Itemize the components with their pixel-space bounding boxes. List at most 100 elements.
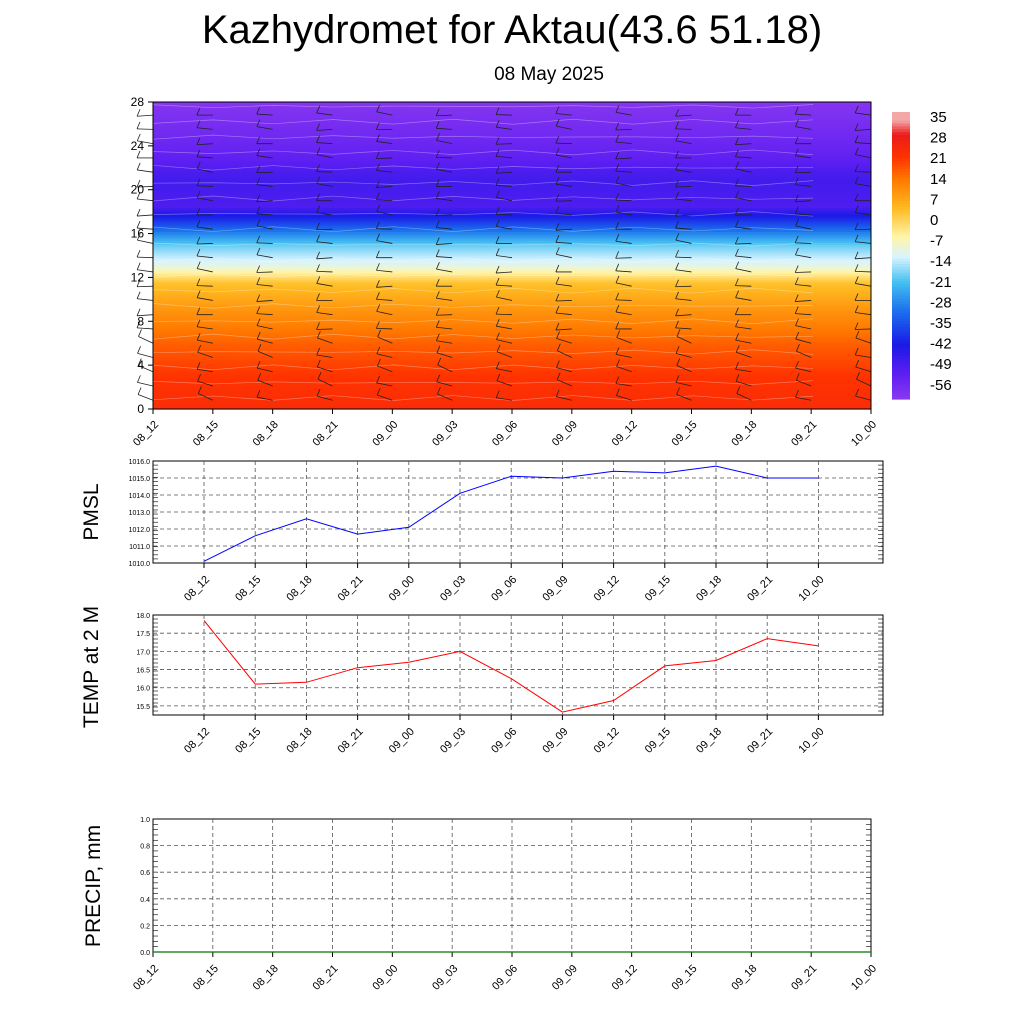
colorbar-segment [892, 169, 910, 173]
wind-barb-flag [316, 147, 321, 155]
wind-barb [676, 365, 692, 373]
wind-barb [257, 350, 273, 358]
colorbar-segment [892, 134, 910, 139]
wind-barb [137, 314, 154, 317]
wind-barb [557, 350, 573, 358]
heatmap-contour [152, 104, 814, 109]
wind-barb [316, 212, 333, 216]
wind-barb-flag [854, 276, 859, 284]
page-subtitle: 08 May 2025 [494, 64, 604, 85]
wind-barb [555, 300, 572, 302]
wind-barb [855, 212, 872, 216]
heatmap-cell [153, 183, 871, 186]
colorbar-segment [892, 396, 910, 400]
wind-barb-flag [256, 218, 261, 227]
wind-barb [496, 325, 513, 330]
x-tick-label: 09_06 [490, 963, 520, 993]
wind-barb-flag [734, 178, 739, 187]
wind-barb [795, 200, 812, 203]
wind-barb [675, 114, 692, 117]
heatmap-cell [153, 224, 871, 228]
heatmap-cell [153, 200, 871, 204]
wind-barb-flag [256, 390, 261, 398]
wind-barb [496, 284, 513, 287]
wind-barb [196, 326, 213, 330]
wind-barb [377, 336, 393, 344]
wind-barb-flag [615, 175, 620, 184]
wind-barb [198, 393, 214, 401]
heatmap-cell [153, 406, 871, 410]
wind-barb [675, 186, 692, 188]
colorbar-label: -42 [930, 336, 952, 353]
wind-barb [316, 312, 333, 316]
wind-barb-flag [316, 359, 321, 368]
temp-2m-chart: 15.5 16.0 16.5 17.0 17.5 18.0 08_12 08_15 08_18 0… [80, 606, 884, 756]
wind-barb [615, 211, 632, 216]
wind-barb [795, 155, 812, 159]
wind-barb [496, 255, 513, 259]
wind-barb [197, 297, 213, 301]
colorbar-segment [892, 307, 910, 311]
colorbar-label: -56 [930, 377, 952, 394]
heatmap-cell [153, 152, 871, 156]
wind-barb [795, 254, 812, 259]
heatmap-cell [153, 226, 871, 230]
colorbar-segment [892, 310, 910, 314]
wind-barb-flag [675, 220, 679, 229]
heatmap-cell [153, 257, 871, 261]
wind-barb [555, 228, 572, 231]
heatmap-cell [153, 404, 871, 408]
wind-barb [735, 368, 752, 373]
heatmap-cell [153, 376, 871, 379]
x-tick-label: 08_12 [131, 419, 161, 449]
heatmap-cell [153, 187, 871, 191]
heatmap-cell [153, 281, 871, 285]
wind-barb [555, 113, 572, 116]
wind-barb-flag [854, 251, 859, 259]
colorbar-segment [892, 373, 910, 377]
wind-barb-flag [495, 190, 500, 198]
heatmap-cell [153, 174, 871, 178]
wind-barb [196, 285, 213, 287]
heatmap-cell [153, 196, 871, 200]
colorbar-segment [892, 335, 910, 340]
wind-barb [316, 142, 333, 145]
x-tick-label: 09_12 [610, 963, 640, 993]
colorbar-segment [892, 292, 910, 297]
wind-barb [256, 126, 273, 130]
wind-barb [676, 336, 692, 344]
wind-barb-flag [675, 249, 679, 258]
colorbar-segment [892, 123, 910, 127]
wind-barb-flag [794, 194, 799, 202]
wind-barb [196, 368, 213, 373]
x-tick-label: 09_00 [370, 963, 400, 993]
heatmap-contour [152, 180, 814, 186]
wind-barb-flag [435, 150, 440, 158]
colorbar-segment [892, 166, 910, 170]
wind-barb-flag [795, 318, 799, 326]
colorbar-label: -28 [930, 294, 952, 311]
heatmap-cell [153, 102, 871, 105]
wind-barb-flag [735, 290, 739, 298]
wind-barb-flag [855, 388, 859, 397]
wind-barb-flag [795, 247, 799, 256]
wind-barb-flag [376, 204, 381, 212]
wind-barb [196, 226, 213, 230]
wind-barb-flag [615, 321, 620, 330]
wind-barb [496, 397, 513, 401]
wind-barb [256, 113, 273, 116]
wind-barb-flag [435, 320, 440, 328]
wind-barb-flag [794, 265, 799, 273]
heatmap-cell [153, 284, 871, 287]
wind-barb [317, 337, 333, 344]
wind-barb [197, 197, 213, 202]
x-tick-label: 09_15 [670, 963, 700, 993]
wind-barb-flag [316, 305, 321, 313]
wind-barb-flag [435, 291, 440, 299]
x-tick-label: 09_09 [540, 574, 570, 604]
wind-barb-flag [676, 387, 680, 395]
heatmap-contour [152, 195, 814, 202]
wind-barb-flag [136, 249, 141, 258]
wind-barb-flag [375, 321, 380, 329]
colorbar-segment [892, 246, 910, 251]
